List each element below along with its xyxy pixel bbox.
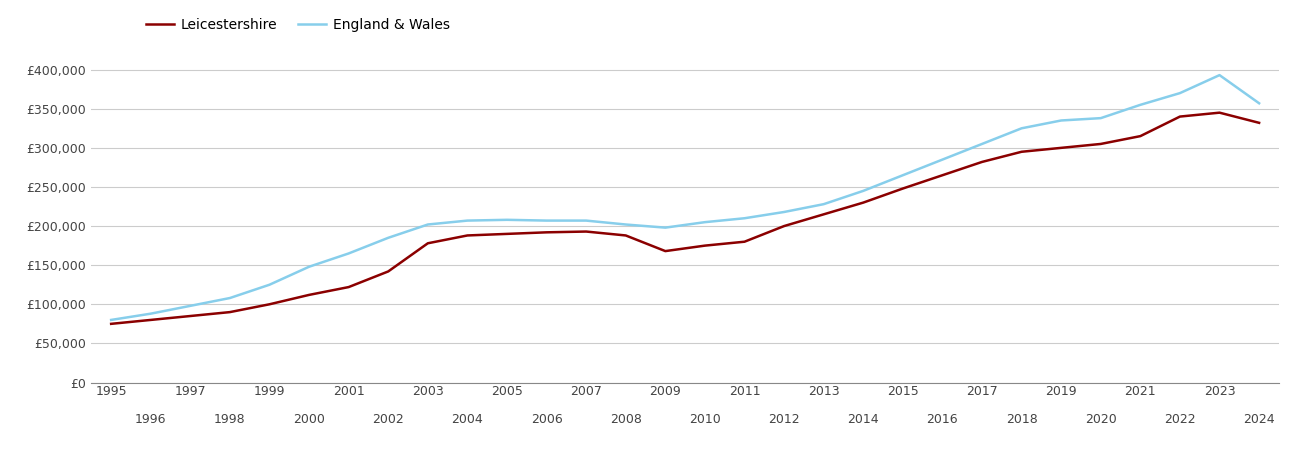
Leicestershire [103, 321, 119, 327]
Leicestershire [895, 186, 911, 191]
Text: 1998: 1998 [214, 413, 245, 426]
England & Wales [776, 209, 792, 215]
Text: 2022: 2022 [1164, 413, 1195, 426]
England & Wales [222, 295, 238, 301]
England & Wales [1094, 116, 1109, 121]
Leicestershire [420, 241, 436, 246]
England & Wales [500, 217, 515, 222]
England & Wales [144, 311, 159, 316]
England & Wales [1251, 101, 1267, 106]
England & Wales [103, 317, 119, 323]
Leicestershire [183, 313, 198, 319]
Leicestershire [341, 284, 356, 290]
Text: 2018: 2018 [1006, 413, 1037, 426]
England & Wales [381, 235, 397, 240]
England & Wales [975, 141, 990, 147]
Text: 2004: 2004 [452, 413, 483, 426]
Leicestershire [1212, 110, 1228, 115]
England & Wales [262, 282, 278, 288]
Leicestershire [1014, 149, 1030, 154]
Leicestershire [1172, 114, 1188, 119]
Leicestershire [658, 248, 673, 254]
Text: 2012: 2012 [769, 413, 800, 426]
England & Wales [895, 172, 911, 178]
Leicestershire [1094, 141, 1109, 147]
Leicestershire [539, 230, 555, 235]
England & Wales [697, 220, 713, 225]
England & Wales [1212, 72, 1228, 78]
England & Wales [1172, 90, 1188, 96]
Line: Leicestershire: Leicestershire [111, 112, 1259, 324]
Leicestershire [856, 200, 872, 205]
England & Wales [578, 218, 594, 223]
Text: 2000: 2000 [294, 413, 325, 426]
England & Wales [459, 218, 475, 223]
Leicestershire [301, 292, 317, 297]
Leicestershire [1053, 145, 1069, 151]
England & Wales [1014, 126, 1030, 131]
England & Wales [619, 222, 634, 227]
Leicestershire [776, 223, 792, 229]
Text: 2002: 2002 [372, 413, 405, 426]
Leicestershire [500, 231, 515, 237]
Leicestershire [381, 269, 397, 274]
Legend: Leicestershire, England & Wales: Leicestershire, England & Wales [146, 18, 450, 32]
England & Wales [934, 157, 950, 162]
Leicestershire [975, 159, 990, 165]
Text: 1996: 1996 [134, 413, 167, 426]
Line: England & Wales: England & Wales [111, 75, 1259, 320]
Text: 2008: 2008 [609, 413, 642, 426]
Text: 2020: 2020 [1084, 413, 1117, 426]
Leicestershire [459, 233, 475, 238]
England & Wales [856, 188, 872, 194]
England & Wales [301, 264, 317, 270]
Leicestershire [737, 239, 753, 244]
Leicestershire [262, 302, 278, 307]
England & Wales [420, 222, 436, 227]
Leicestershire [619, 233, 634, 238]
Text: 2010: 2010 [689, 413, 720, 426]
England & Wales [1133, 102, 1148, 108]
Leicestershire [934, 172, 950, 178]
Text: 2024: 2024 [1244, 413, 1275, 426]
England & Wales [1053, 118, 1069, 123]
England & Wales [183, 303, 198, 309]
Leicestershire [1133, 133, 1148, 139]
Leicestershire [1251, 120, 1267, 126]
Text: 2016: 2016 [927, 413, 958, 426]
England & Wales [658, 225, 673, 230]
Text: 2014: 2014 [847, 413, 880, 426]
England & Wales [539, 218, 555, 223]
Leicestershire [144, 317, 159, 323]
Text: 2006: 2006 [531, 413, 562, 426]
England & Wales [341, 251, 356, 256]
Leicestershire [578, 229, 594, 234]
Leicestershire [222, 310, 238, 315]
England & Wales [816, 202, 831, 207]
England & Wales [737, 216, 753, 221]
Leicestershire [697, 243, 713, 248]
Leicestershire [816, 212, 831, 217]
